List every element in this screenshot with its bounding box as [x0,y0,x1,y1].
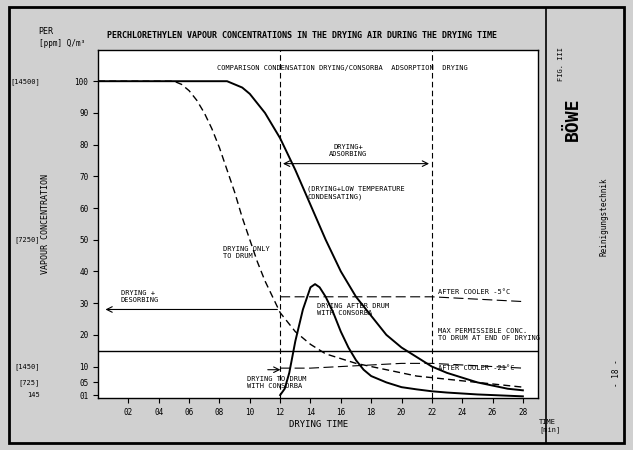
Text: DRYING+
ADSORBING: DRYING+ ADSORBING [329,144,368,158]
Text: BÖWE: BÖWE [564,98,582,141]
X-axis label: DRYING TIME: DRYING TIME [289,420,348,429]
Text: TIME
[min]: TIME [min] [539,419,560,433]
Text: MAX PERMISSIBLE CONC.
TO DRUM AT END OF DRYING: MAX PERMISSIBLE CONC. TO DRUM AT END OF … [438,328,540,342]
Text: PERCHLORETHYLEN VAPOUR CONCENTRATIONS IN THE DRYING AIR DURING THE DRYING TIME: PERCHLORETHYLEN VAPOUR CONCENTRATIONS IN… [107,32,497,40]
Text: FIG. III: FIG. III [558,47,563,81]
Text: [725]: [725] [18,379,40,386]
Y-axis label: VAPOUR CONCENTRATION: VAPOUR CONCENTRATION [41,174,49,274]
Text: DRYING TO DRUM
WITH CONSORBA: DRYING TO DRUM WITH CONSORBA [247,376,306,389]
Text: [1450]: [1450] [15,363,40,370]
Text: AFTER COOLER -5°C: AFTER COOLER -5°C [438,289,510,295]
Text: Reinigungstechnik: Reinigungstechnik [600,177,609,256]
Text: PER: PER [39,27,54,36]
Text: (DRYING+LOW TEMPERATURE
CONDENSATING): (DRYING+LOW TEMPERATURE CONDENSATING) [308,186,405,200]
Text: AFTER COOLER -21°C: AFTER COOLER -21°C [438,365,515,371]
Text: [ppm] Q/m³: [ppm] Q/m³ [39,39,85,48]
Text: 145: 145 [27,392,40,398]
Text: [14500]: [14500] [10,78,40,85]
Text: DRYING +
DESORBING: DRYING + DESORBING [121,290,159,303]
Text: DRYING AFTER DRUM
WITH CONSORBA: DRYING AFTER DRUM WITH CONSORBA [316,303,389,316]
Text: [7250]: [7250] [15,236,40,243]
Text: - 18 -: - 18 - [612,359,621,387]
Text: COMPARISON CONDENSATION DRYING/CONSORBA  ADSORPTION  DRYING: COMPARISON CONDENSATION DRYING/CONSORBA … [217,65,468,71]
Text: DRYING ONLY
TO DRUM: DRYING ONLY TO DRUM [223,246,269,259]
